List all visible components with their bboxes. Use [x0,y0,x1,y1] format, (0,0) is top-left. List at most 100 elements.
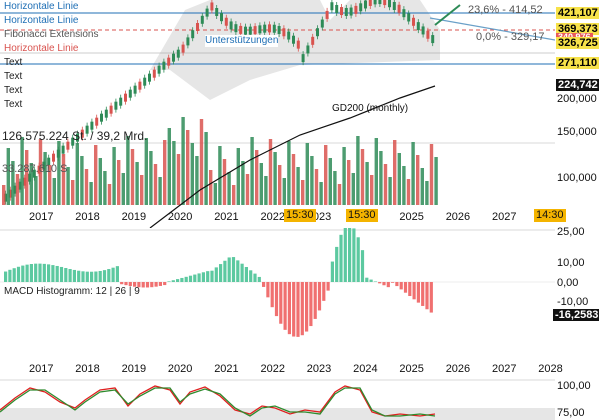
year-label-top-2025: 2025 [399,211,424,223]
macd-bar-positive [107,269,111,282]
volume-bar [255,150,259,205]
price-axis-200: 200,000 [557,93,597,105]
candle-body [191,30,195,39]
macd-bar-positive [176,279,180,282]
volume-bar [393,140,397,205]
macd-bar-positive [68,269,72,282]
macd-bar-negative [403,282,408,293]
macd-bar-positive [16,266,21,282]
volume-bar [186,130,190,205]
year-label-top-2019: 2019 [121,211,147,223]
candle-body [335,4,339,13]
text-label-2[interactable]: Text [4,71,23,82]
price-chart[interactable] [0,0,555,228]
volume-bar [176,154,181,205]
candle-body [344,7,348,16]
candle-body [4,193,7,202]
horizontal-line-label-3[interactable]: Horizontale Linie [4,43,79,54]
candle-body [397,4,401,13]
macd-histogram[interactable] [0,228,555,358]
macd-bar-positive [8,269,12,282]
candle-body [143,77,147,86]
macd-bar-positive [38,263,42,282]
price-axis-100: 100,000 [557,172,597,184]
volume-bar [126,136,130,205]
macd-bar-negative [399,282,403,290]
volume-bar [232,185,236,205]
volume-bar [57,141,61,205]
volume-bar [98,158,102,205]
horizontal-line-label-2[interactable]: Horizontale Linie [4,15,79,26]
macd-bar-positive [193,274,197,282]
year-label-bottom-2025: 2025 [399,363,424,375]
volume-bar [112,147,116,205]
volume-bar [397,153,401,205]
volume-bar [296,167,300,205]
macd-bar-negative [382,282,386,286]
candle-body [157,65,161,74]
macd-bar-negative [141,282,145,288]
macd-bar-positive [236,260,240,282]
macd-bar-negative [395,282,399,287]
macd-bar-negative [133,282,137,287]
year-label-bottom-2024: 2024 [353,363,378,375]
year-label-top-2020: 2020 [167,211,193,223]
volume-bar [351,173,355,205]
macd-bar-positive [29,263,33,282]
candle-body [148,73,151,82]
candle-body [47,157,51,166]
candle-body [407,13,411,22]
volume-bar [291,154,296,205]
macd-bar-negative [317,282,322,311]
gd200-line [149,85,436,228]
year-label-bottom-2021: 2021 [214,363,239,375]
macd-bar-positive [343,228,347,282]
volume-bar [328,158,332,205]
macd-bar-positive [348,228,352,282]
year-label-bottom-2023: 2023 [306,363,332,375]
macd-bar-positive [227,257,231,282]
price-tag-6: 224,742 [556,79,599,91]
macd-bar-positive [257,276,261,282]
text-label-1[interactable]: Text [4,57,23,68]
macd-bar-positive [373,281,377,282]
fibonacci-label[interactable]: Fibonacci Extensions [4,29,99,40]
horizontal-line-label-1[interactable]: Horizontale Linie [4,1,79,12]
volume-bar [222,159,227,205]
price-axis-150: 150,000 [557,126,597,138]
candle-body [364,0,367,9]
macd-bar-negative [124,282,128,286]
text-label-4[interactable]: Text [4,99,23,110]
volume-bars [2,117,438,205]
candle-body [402,9,406,18]
support-label[interactable]: Unterstützungen [205,35,279,47]
macd-axis-25: 25,00 [557,226,585,238]
volume-bar [301,180,305,205]
volume-bar [388,177,392,205]
candle-body [373,0,377,5]
volume-bar [319,182,323,205]
volume-bar [167,128,171,205]
price-tag-1: 421,107 [556,7,599,19]
text-label-3[interactable]: Text [4,85,23,96]
volume-bar [80,156,84,205]
candle-body [128,89,132,98]
macd-axis-0: 0,00 [557,277,579,289]
macd-bar-positive [167,281,171,282]
volume-bar [310,156,314,205]
candle-body [18,181,22,190]
volume-bar [75,143,79,205]
candle-body [320,19,324,28]
macd-bar-negative [408,282,412,297]
volume-bar [144,138,148,205]
macd-bar-positive [356,237,360,282]
fib-line [429,17,555,41]
year-label-bottom-2022: 2022 [260,363,285,375]
volume-bar [204,132,208,205]
year-label-top-2027: 2027 [492,211,517,223]
macd-bar-positive [188,275,193,282]
candle-body [95,117,99,126]
oscillator-chart[interactable] [0,378,555,420]
volume-bar [365,162,369,205]
macd-bar-positive [64,268,68,282]
